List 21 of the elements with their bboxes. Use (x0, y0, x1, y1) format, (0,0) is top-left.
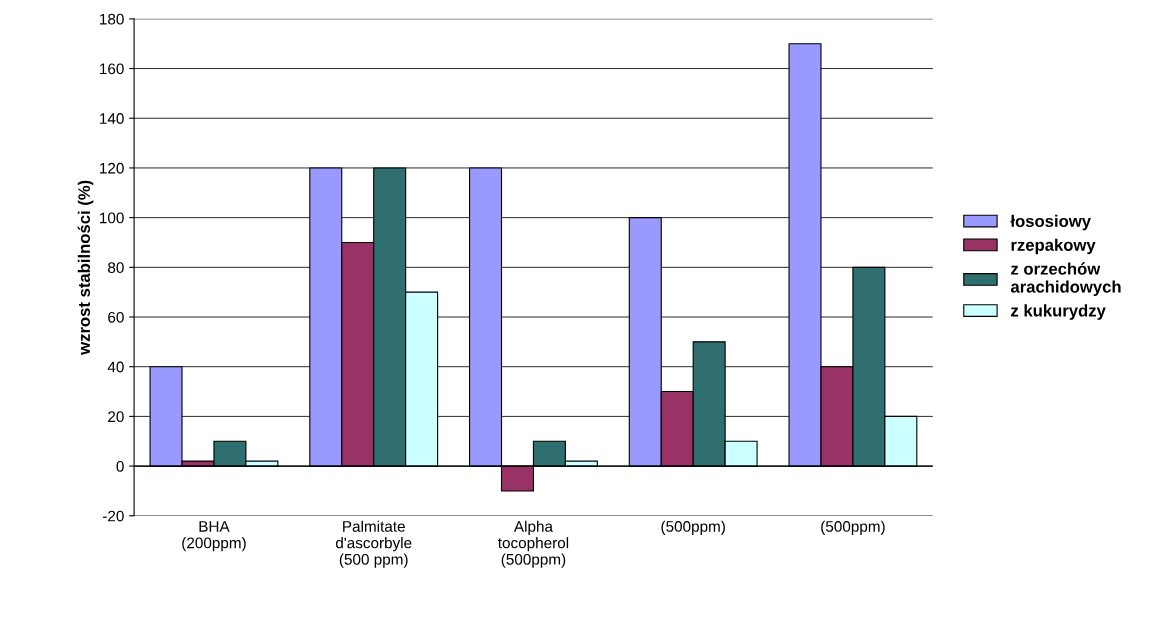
legend-label: z kukurydzy (1011, 304, 1106, 320)
legend-label: łososiowy (1010, 214, 1091, 231)
x-tick-label: (500ppm) (821, 520, 885, 535)
y-tick-label: -20 (102, 510, 124, 522)
y-tick-label: 40 (107, 361, 124, 373)
y-tick-label: 100 (100, 212, 124, 224)
x-tick-label: Alpha tocopherol (500ppm) (498, 520, 569, 568)
y-axis-title: wzrost stabilności (%) (77, 180, 94, 355)
y-tick-label: 60 (108, 311, 124, 323)
x-tick-label: Palmitate d'ascorbyle (500 ppm) (335, 520, 412, 568)
y-tick-label: 0 (116, 460, 124, 472)
legend-label: z orzechów arachidowych (1010, 262, 1121, 296)
x-tick-label: (500ppm) (661, 520, 725, 535)
x-tick-label: BHA (200ppm) (182, 521, 246, 552)
y-tick-label: 20 (108, 411, 124, 423)
y-tick-label: 180 (100, 13, 124, 25)
y-tick-label: 120 (100, 162, 124, 174)
y-tick-label: 160 (100, 63, 124, 75)
legend-label: rzepakowy (1011, 238, 1096, 255)
y-tick-label: 140 (100, 113, 124, 124)
y-tick-label: 80 (108, 262, 124, 274)
